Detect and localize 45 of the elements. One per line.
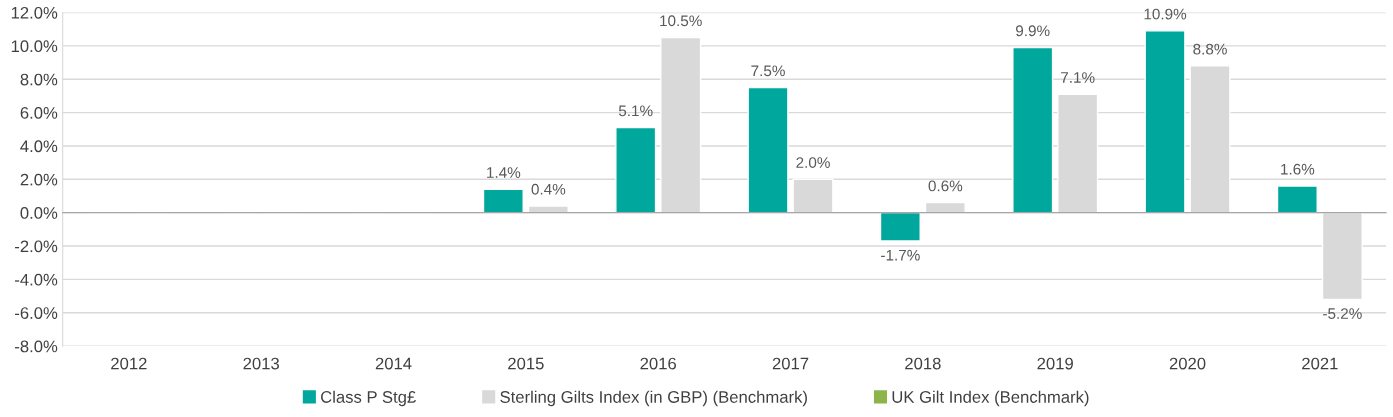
y-tick-label: 8.0% — [20, 73, 58, 86]
data-label: 9.9% — [1016, 25, 1050, 37]
y-tick-label: 12.0% — [11, 6, 58, 19]
bar — [1144, 30, 1186, 214]
data-label: 1.4% — [487, 167, 521, 178]
x-tick-label: 2019 — [1037, 357, 1073, 370]
data-label: 7.5% — [751, 65, 785, 77]
bar — [1276, 185, 1318, 214]
x-tick-label: 2016 — [640, 357, 676, 370]
data-label: 0.6% — [928, 180, 963, 192]
data-label: 8.8% — [1193, 43, 1227, 55]
data-label: 10.5% — [660, 15, 702, 27]
x-tick-label: 2014 — [375, 357, 412, 370]
data-label: 10.9% — [1144, 8, 1187, 20]
y-tick-label: -4.0% — [15, 273, 58, 286]
x-tick-label: 2013 — [243, 357, 279, 370]
bar — [1012, 46, 1054, 214]
y-tick-label: 4.0% — [20, 140, 58, 153]
legend-label: UK Gilt Index (Benchmark) — [892, 390, 1089, 407]
data-label: 7.1% — [1061, 72, 1095, 83]
data-label: 1.6% — [1281, 163, 1315, 175]
y-tick-label: 6.0% — [20, 106, 58, 119]
bar — [482, 188, 524, 214]
data-label: 0.4% — [531, 183, 566, 195]
data-label: 2.0% — [796, 157, 830, 168]
x-tick-label: 2020 — [1169, 357, 1206, 370]
y-tick-label: -2.0% — [15, 240, 58, 253]
y-tick-label: 10.0% — [11, 40, 58, 53]
y-tick-label: -8.0% — [15, 340, 58, 353]
x-tick-label: 2012 — [111, 357, 147, 370]
data-label: -1.7% — [881, 249, 920, 261]
x-tick-label: 2015 — [508, 357, 544, 370]
x-tick-label: 2017 — [772, 357, 809, 370]
legend-label: Sterling Gilts Index (in GBP) (Benchmark) — [500, 390, 807, 407]
legend-label: Class P Stg£ — [321, 390, 416, 407]
data-label: -5.2% — [1323, 308, 1362, 319]
bar — [747, 86, 789, 214]
y-tick-label: -6.0% — [15, 307, 58, 319]
x-tick-label: 2021 — [1302, 357, 1338, 370]
bar — [879, 211, 921, 242]
y-tick-label: 0.0% — [20, 207, 58, 219]
bar — [615, 126, 657, 214]
data-label: 5.1% — [618, 105, 653, 117]
x-tick-label: 2018 — [905, 357, 941, 370]
y-tick-label: 2.0% — [20, 173, 58, 186]
